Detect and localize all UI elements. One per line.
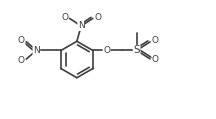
Text: N: N <box>78 22 84 30</box>
Text: O: O <box>152 37 159 45</box>
Text: O: O <box>18 56 25 65</box>
Text: O: O <box>61 13 68 22</box>
Text: O: O <box>18 36 25 45</box>
Text: O: O <box>152 55 159 64</box>
Text: S: S <box>133 45 140 55</box>
Text: N: N <box>33 46 40 55</box>
Text: O: O <box>103 46 110 55</box>
Text: O: O <box>94 13 101 22</box>
